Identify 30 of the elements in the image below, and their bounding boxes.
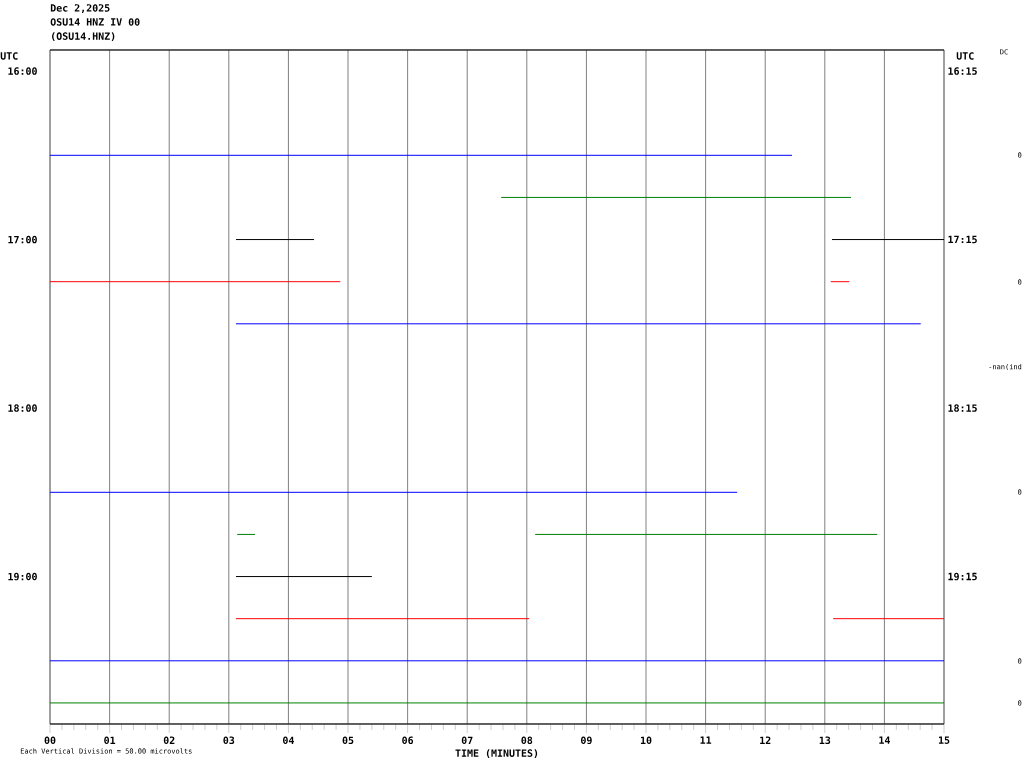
x-axis-title: TIME (MINUTES) bbox=[455, 749, 538, 759]
x-tick-label: 12 bbox=[760, 736, 771, 744]
x-tick-label: 11 bbox=[700, 736, 712, 744]
x-tick-label: 08 bbox=[521, 736, 533, 745]
chart-title: Dec 2,2025 bbox=[50, 4, 110, 13]
y-tick-label: 17:00 bbox=[8, 235, 37, 244]
x-tick-label: 15 bbox=[938, 736, 950, 744]
x-tick-label: 04 bbox=[283, 736, 294, 745]
x-tick-label: 01 bbox=[104, 736, 116, 745]
x-tick-label: 09 bbox=[581, 736, 592, 745]
y2-tick-label: 18:15 bbox=[948, 404, 977, 412]
x-tick-label: 13 bbox=[819, 736, 831, 745]
y2-tick-label: 17:15 bbox=[948, 235, 977, 244]
y-tick-label: 16:00 bbox=[8, 67, 37, 75]
y-tick-label: 18:00 bbox=[8, 404, 37, 412]
x-tick-label: 00 bbox=[44, 736, 56, 745]
x-tick-label: 03 bbox=[223, 736, 235, 745]
text: (OSU14.HNZ) bbox=[52, 32, 115, 42]
chart-subtitle: OSU14 HNZ IV 00 bbox=[50, 18, 140, 26]
x-tick-label: 05 bbox=[342, 736, 354, 745]
x-tick-label: 02 bbox=[163, 736, 175, 745]
y2-axis-title: UTC bbox=[956, 52, 974, 60]
y2-tick-label: 19:15 bbox=[948, 572, 977, 581]
x-tick-label: 10 bbox=[640, 736, 652, 745]
y2-tick-label: 16:15 bbox=[948, 67, 977, 75]
y-axis-title: UTC bbox=[0, 52, 18, 60]
x-tick-label: 07 bbox=[461, 736, 473, 745]
y-tick-label: 19:00 bbox=[8, 572, 37, 581]
x-tick-label: 06 bbox=[402, 736, 414, 745]
x-tick-label: 14 bbox=[879, 736, 890, 744]
